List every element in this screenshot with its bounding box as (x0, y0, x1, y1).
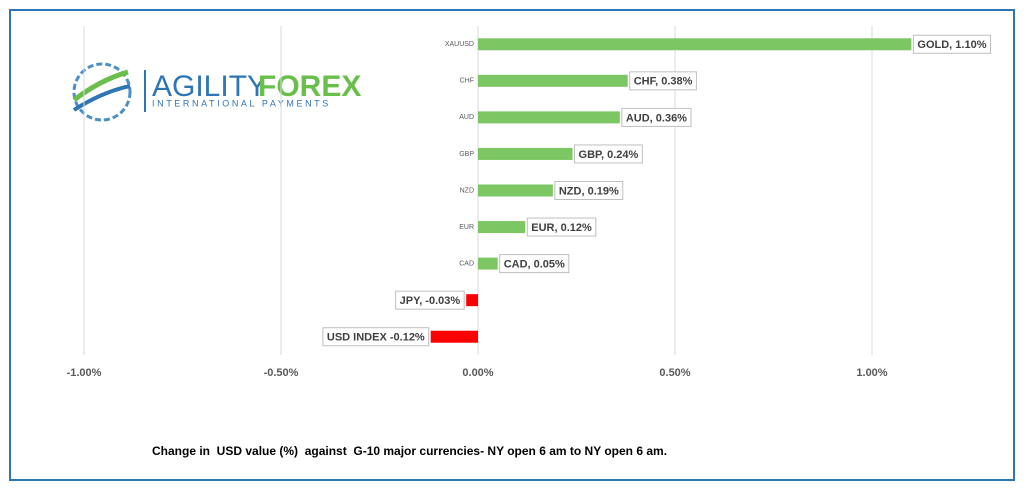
y-tick-label: CAD (459, 260, 474, 267)
data-label: NZD, 0.19% (559, 185, 619, 197)
logo-globe (72, 62, 132, 122)
x-tick-label: -0.50% (264, 367, 299, 379)
data-label-box (629, 71, 697, 91)
y-tick-label: AUD (459, 114, 474, 121)
data-label: CAD, 0.05% (504, 259, 565, 271)
logo-swoosh (72, 69, 129, 102)
y-tick-label: CHF (460, 78, 474, 85)
logo: AGILITY FOREX INTERNATIONAL PAYMENTS (72, 62, 361, 122)
data-label: USD INDEX -0.12% (327, 332, 425, 344)
bar (478, 38, 912, 51)
data-label: JPY, -0.03% (400, 295, 461, 307)
frame (9, 9, 1015, 481)
caption: Change in USD value (%) against G-10 maj… (152, 444, 667, 458)
bar (478, 184, 553, 197)
data-label-box (322, 327, 430, 347)
data-label: GBP, 0.24% (579, 149, 639, 161)
x-tick-label: 0.00% (462, 367, 493, 379)
data-label: GOLD, 1.10% (917, 39, 986, 51)
y-tick-label: EUR (459, 224, 474, 231)
data-label: EUR, 0.12% (531, 222, 592, 234)
bar (478, 221, 526, 234)
data-label-box (499, 254, 570, 274)
y-tick-label: XAUUSD (445, 41, 474, 48)
logo-swoosh (72, 84, 131, 112)
bar (478, 111, 620, 124)
data-label-box (621, 107, 692, 127)
bar (430, 330, 478, 343)
x-tick-label: 0.50% (659, 367, 690, 379)
data-label-box (912, 34, 991, 54)
logo-tagline: INTERNATIONAL PAYMENTS (152, 98, 331, 108)
y-tick-label: NZD (460, 187, 474, 194)
data-label-box (526, 217, 597, 237)
logo-name: FOREX (258, 70, 361, 103)
data-label: CHF, 0.38% (634, 76, 693, 88)
bar (478, 74, 628, 87)
data-label-box (395, 290, 465, 310)
bar (478, 257, 498, 270)
logo-name: AGILITY (152, 70, 267, 103)
data-label-box (574, 144, 643, 164)
x-tick-label: 1.00% (856, 367, 887, 379)
y-tick-label: GBP (459, 151, 474, 158)
bar (478, 147, 573, 160)
data-label: AUD, 0.36% (626, 112, 687, 124)
x-tick-label: -1.00% (67, 367, 102, 379)
data-label-box (554, 181, 624, 200)
bar (466, 294, 478, 307)
